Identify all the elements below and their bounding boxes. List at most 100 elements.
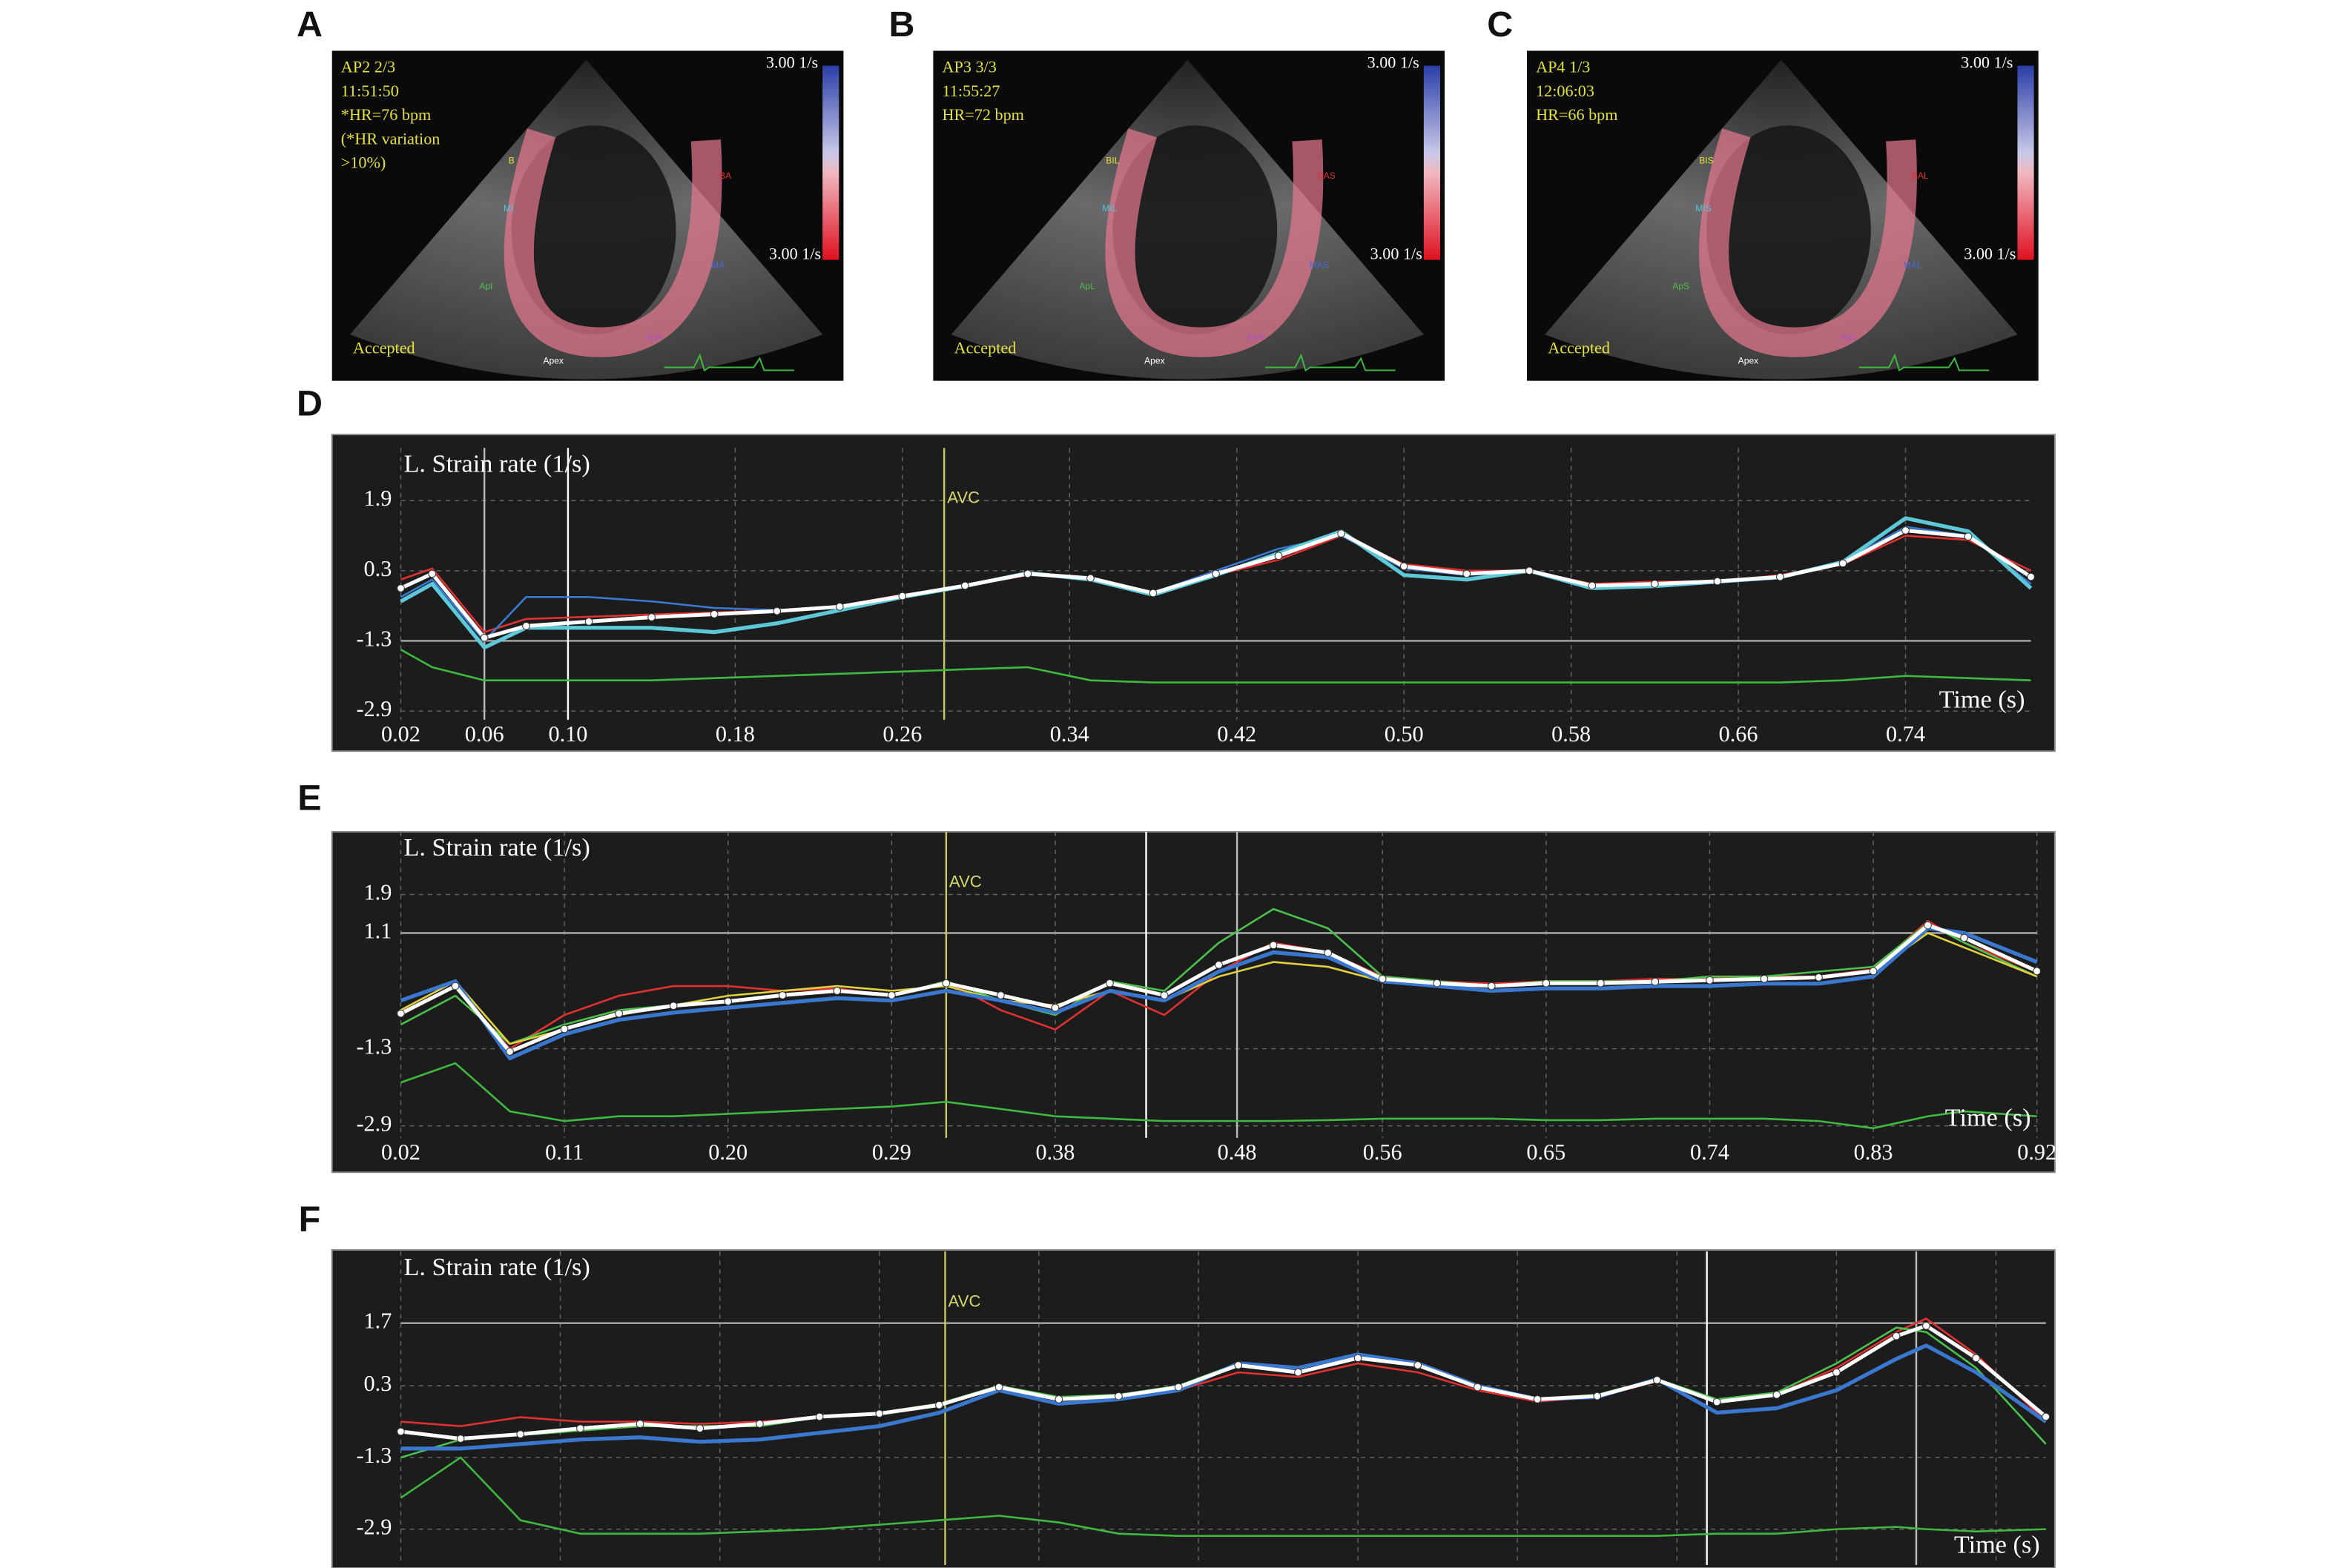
segment-label: MIS — [1695, 203, 1711, 214]
echo-info: 11:55:27 — [942, 82, 1000, 100]
echo-info: AP3 3/3 — [942, 58, 996, 76]
series-dot — [696, 1424, 705, 1433]
series-dot — [1106, 979, 1114, 988]
series-dot — [773, 606, 782, 615]
x-tick-label: 0.58 — [1498, 1567, 1537, 1568]
series-dot — [397, 1427, 405, 1436]
series-dot — [636, 1420, 644, 1428]
echo-info: (*HR variation — [341, 129, 441, 148]
series-dot — [1413, 1361, 1422, 1369]
series-dot — [576, 1424, 584, 1433]
series-dot — [584, 618, 593, 626]
series-dot — [1892, 1332, 1901, 1340]
ecg-trace — [1858, 353, 1990, 372]
segment-label: BAL — [1912, 171, 1929, 181]
y-tick-label: 0.3 — [364, 1371, 392, 1396]
series-dot — [1433, 979, 1442, 988]
y-tick-label: 1.7 — [364, 1309, 392, 1334]
echo-info: *HR=76 bpm — [341, 105, 432, 124]
series-dot — [522, 622, 530, 630]
series-dot — [1269, 941, 1278, 950]
series-dot — [1924, 921, 1932, 930]
series-dot — [1960, 933, 1968, 942]
series-dot — [815, 1412, 824, 1421]
x-tick-label: 0.56 — [1363, 1139, 1402, 1165]
series-dot — [1174, 1383, 1183, 1392]
series-dot — [1922, 1321, 1930, 1330]
series-dot — [1294, 1368, 1302, 1377]
series-dot — [669, 1002, 678, 1010]
x-tick-label: 0.66 — [1719, 721, 1758, 747]
series-dot — [1115, 1392, 1123, 1400]
x-tick-label: 0.02 — [381, 1139, 420, 1165]
strain-band — [1105, 128, 1324, 357]
color-bar — [822, 65, 839, 260]
series-dot — [1653, 1376, 1661, 1384]
series-dot — [1593, 1392, 1602, 1400]
series-line — [400, 1456, 2046, 1538]
segment-label: Apex — [543, 356, 564, 366]
scale-top: 3.00 1/s — [766, 53, 818, 72]
x-tick-label: 0.02 — [381, 721, 420, 747]
cavity — [1112, 125, 1278, 335]
series-dot — [898, 592, 907, 601]
ecg-trace — [1265, 353, 1396, 372]
series-dot — [615, 1009, 623, 1018]
series-dot — [397, 1009, 405, 1018]
series-dot — [2042, 1412, 2050, 1421]
strain-band — [1698, 128, 1917, 357]
y-tick-label: -2.9 — [356, 696, 392, 721]
echo-info: >10%) — [341, 153, 386, 172]
series-dot — [942, 979, 951, 988]
y-tick-label: -1.3 — [356, 1443, 392, 1468]
series-line — [400, 649, 2031, 684]
series-dot — [994, 1383, 1003, 1392]
echo-info: AP4 1/3 — [1536, 58, 1590, 76]
panel-letter: E — [297, 778, 321, 818]
x-tick-label: 0.74 — [1886, 721, 1925, 747]
series-dot — [1212, 569, 1220, 578]
x-tick-label: 0.50 — [1339, 1567, 1378, 1568]
series-dot — [1086, 574, 1095, 583]
series-dot — [1713, 577, 1722, 586]
series-dot — [1533, 1395, 1542, 1403]
y-tick-label: 1.9 — [364, 879, 392, 904]
x-tick-label: 0.34 — [1050, 721, 1089, 747]
y-axis-label: L. Strain rate (1/s) — [403, 449, 590, 477]
segment-label: MAL — [1904, 260, 1922, 271]
series-dot — [724, 997, 733, 1006]
x-tick-label: 0.92 — [2017, 1139, 2056, 1165]
segment-label: BAS — [1318, 171, 1336, 181]
x-tick-label: 0.10 — [541, 1567, 580, 1568]
y-axis-label: L. Strain rate (1/s) — [403, 1253, 590, 1281]
series-dot — [1149, 589, 1158, 598]
series-dot — [1972, 1354, 1981, 1363]
series-dot — [456, 1435, 465, 1443]
x-tick-label: 0.18 — [700, 1567, 739, 1568]
series-dot — [1525, 566, 1534, 575]
echo-status: Accepted — [353, 338, 415, 357]
y-tick-label: 1.9 — [364, 486, 392, 511]
series-dot — [397, 584, 405, 592]
avc-label: AVC — [949, 872, 982, 890]
strain-band — [504, 128, 722, 357]
x-tick-label: 0.78 — [1897, 1567, 1936, 1568]
series-dot — [1869, 967, 1878, 976]
segment-label: MA — [711, 260, 725, 271]
series-dot — [1337, 529, 1345, 537]
chart-frame — [331, 1248, 2056, 1568]
series-line — [400, 1062, 2037, 1130]
x-tick-label: 0.50 — [1385, 721, 1424, 747]
series-dot — [1815, 973, 1823, 982]
scale-bottom: 3.00 1/s — [1370, 245, 1422, 263]
segment-label: ApL — [1841, 331, 1857, 342]
color-bar — [1423, 65, 1441, 260]
segment-label: ApI — [479, 281, 492, 291]
panel-letter: A — [297, 4, 323, 44]
series-dot — [1597, 979, 1605, 988]
x-tick-label: 0.83 — [1854, 1139, 1893, 1165]
series-dot — [935, 1400, 943, 1409]
y-tick-label: -1.3 — [356, 626, 392, 651]
series-dot — [1838, 559, 1847, 568]
echo-info: 12:06:03 — [1536, 82, 1594, 100]
